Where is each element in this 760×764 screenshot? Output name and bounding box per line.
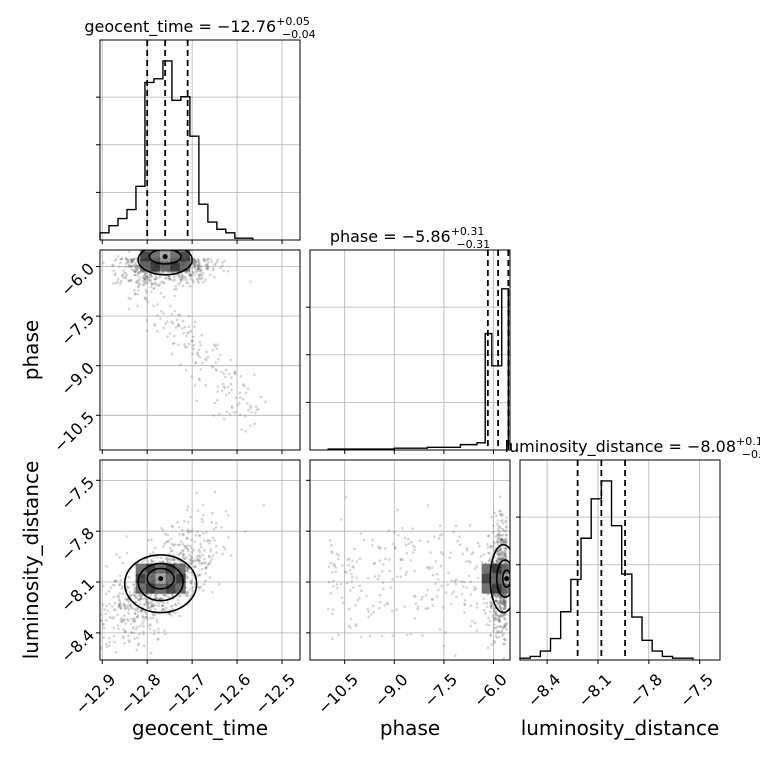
x-tick-label-phase: −7.5	[420, 670, 461, 711]
y-tick-label-phase: −7.5	[57, 309, 98, 350]
y-tick-label-luminosity_distance: −8.1	[57, 575, 98, 616]
x-tick-label-geocent_time: −12.9	[71, 670, 119, 718]
y-axis-label-phase: phase	[19, 320, 43, 380]
y-tick-label-phase: −9.0	[57, 358, 98, 399]
panel-title-phase: phase = −5.86+0.31 −0.31	[330, 225, 490, 251]
density-block	[135, 583, 146, 594]
contour-level-0	[489, 543, 510, 614]
histogram-bars-geocent_time	[99, 60, 254, 240]
density-block	[140, 261, 151, 272]
x-tick-label-luminosity_distance: −7.5	[676, 670, 717, 711]
density-block	[160, 250, 171, 252]
x-tick-label-luminosity_distance: −8.4	[524, 670, 565, 711]
x-axis-label-geocent_time: geocent_time	[132, 716, 268, 740]
density-block	[501, 563, 510, 574]
density-block	[481, 563, 492, 574]
contour-level-2	[146, 567, 175, 590]
hist-panel-bg	[520, 460, 720, 660]
density-block	[145, 583, 156, 594]
density-block	[165, 583, 176, 594]
contour-level-1	[137, 562, 184, 602]
x-tick-label-phase: −10.5	[314, 670, 362, 718]
density-block	[160, 261, 171, 272]
y-tick-label-luminosity_distance: −8.4	[57, 625, 98, 666]
hist-panel-bg	[310, 250, 510, 450]
scatter-panel-bg	[100, 460, 300, 660]
scatter-panel-bg	[100, 250, 300, 450]
contour-level-0	[123, 554, 198, 614]
contour-level-2	[501, 569, 510, 588]
scatter-points-phase-luminosity_distance	[327, 495, 510, 660]
y-tick-label-phase: −6.0	[57, 259, 98, 300]
x-tick-label-geocent_time: −12.8	[116, 670, 164, 718]
y-tick-label-luminosity_distance: −7.8	[57, 524, 98, 565]
density-block	[165, 563, 176, 574]
density-block	[170, 251, 181, 262]
scatter-points-geocent_time-phase	[102, 250, 267, 433]
density-peak	[162, 254, 168, 260]
x-tick-label-luminosity_distance: −8.1	[574, 670, 615, 711]
density-block	[140, 251, 151, 262]
y-axis-label-luminosity_distance: luminosity_distance	[19, 461, 43, 660]
scatter-panel-frame	[309, 459, 511, 661]
contour-level-1	[148, 250, 182, 265]
density-block	[491, 583, 502, 594]
contour-level-0	[137, 250, 193, 276]
density-block	[481, 583, 492, 594]
x-axis-label-phase: phase	[380, 716, 440, 740]
density-block	[180, 251, 191, 262]
density-peak	[504, 576, 510, 582]
panel-title-luminosity_distance: luminosity_distance = −8.08+0.14−0.15	[505, 435, 760, 461]
hist-panel-frame	[519, 459, 721, 661]
scatter-panel-geocent_time-phase	[96, 249, 301, 454]
density-block	[150, 251, 161, 262]
hist-panel-bg	[100, 40, 300, 240]
x-tick-label-geocent_time: −12.7	[161, 670, 209, 718]
density-block	[145, 563, 156, 574]
histogram-bars-phase	[327, 288, 510, 450]
density-block	[175, 583, 186, 594]
y-tick-label-phase: −10.5	[50, 408, 98, 456]
density-block	[491, 563, 502, 574]
x-axis-label-luminosity_distance: luminosity_distance	[521, 716, 720, 740]
panel-title-geocent_time: geocent_time = −12.76+0.05 −0.04	[84, 15, 315, 41]
scatter-panel-bg	[310, 460, 510, 660]
hist-panel-frame	[99, 39, 301, 241]
y-tick-label-luminosity_distance: −7.5	[57, 473, 98, 514]
contour-level-1	[495, 559, 510, 599]
x-tick-label-phase: −9.0	[371, 670, 412, 711]
density-block	[501, 583, 510, 594]
scatter-points-geocent_time-luminosity_distance	[100, 490, 266, 655]
density-block	[150, 261, 161, 272]
density-block	[170, 261, 181, 272]
x-tick-label-geocent_time: −12.6	[206, 670, 254, 718]
density-block	[165, 573, 176, 584]
scatter-panel-phase-luminosity_distance	[306, 459, 511, 664]
density-block	[175, 563, 186, 574]
density-peak	[158, 576, 164, 582]
density-block	[135, 573, 146, 584]
hist-panel-phase: phase = −5.86+0.31 −0.31	[306, 225, 511, 454]
scatter-panel-geocent_time-luminosity_distance	[96, 459, 301, 664]
density-block	[481, 573, 492, 584]
x-tick-label-geocent_time: −12.5	[251, 670, 299, 718]
scatter-panel-frame	[99, 459, 301, 661]
density-block	[175, 573, 186, 584]
hist-panel-frame	[309, 249, 511, 451]
density-block	[180, 261, 191, 272]
x-tick-label-luminosity_distance: −7.8	[625, 670, 666, 711]
hist-panel-geocent_time: geocent_time = −12.76+0.05 −0.04	[84, 15, 316, 244]
hist-panel-luminosity_distance: luminosity_distance = −8.08+0.14−0.15	[505, 435, 760, 664]
density-block	[145, 573, 156, 584]
x-tick-label-phase: −6.0	[470, 670, 511, 711]
density-block	[135, 563, 146, 574]
scatter-panel-frame	[99, 249, 301, 451]
